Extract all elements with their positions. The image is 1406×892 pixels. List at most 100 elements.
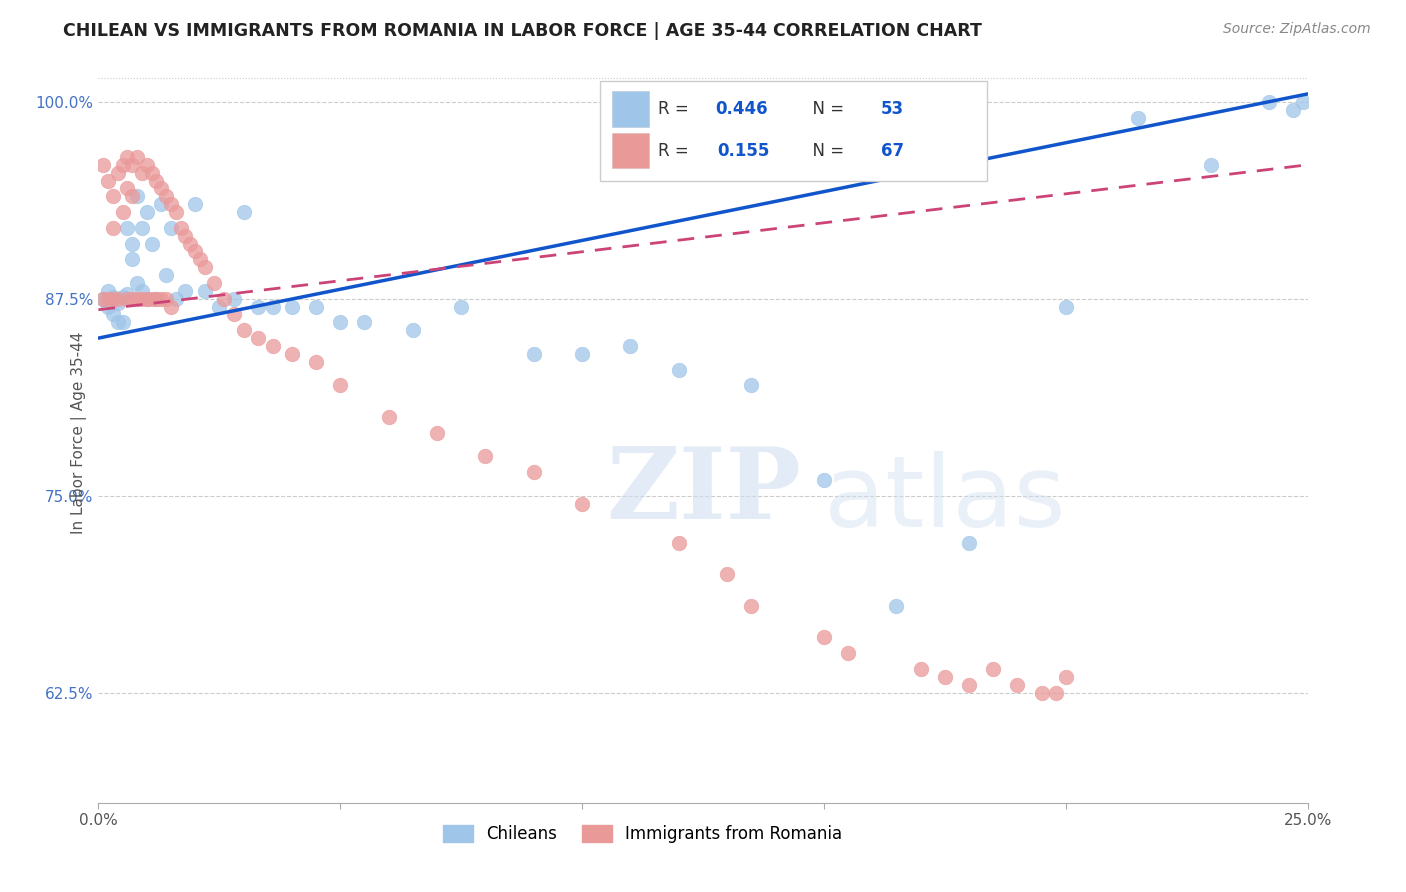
Point [957,536,980,550]
Point [188,252,211,267]
Point [1292,95,1315,109]
Point [305,355,328,369]
Point [91,292,114,306]
Text: 0.446: 0.446 [716,100,768,118]
Point [450,300,472,314]
Point [160,197,183,211]
Point [668,536,690,550]
Point [150,292,173,306]
Point [222,308,245,322]
Point [141,166,163,180]
Point [813,631,835,645]
Point [174,284,197,298]
Point [1282,103,1305,117]
Point [135,205,157,219]
Point [165,292,187,306]
Point [1054,670,1077,684]
Point [571,496,593,510]
Point [740,378,762,392]
Point [135,158,157,172]
Point [97,292,120,306]
Point [523,347,546,361]
Point [523,465,546,479]
Point [194,284,217,298]
Point [145,292,167,306]
Text: N =: N = [803,100,849,118]
Text: 67: 67 [880,143,904,161]
Text: N =: N = [803,143,849,161]
Bar [613,133,648,169]
Point [165,205,187,219]
Point [353,315,375,329]
Point [145,292,167,306]
Point [281,347,304,361]
Text: CHILEAN VS IMMIGRANTS FROM ROMANIA IN LABOR FORCE | AGE 35-44 CORRELATION CHART: CHILEAN VS IMMIGRANTS FROM ROMANIA IN LA… [63,22,983,40]
Point [619,339,641,353]
Text: ZIP: ZIP [606,443,801,541]
Point [117,220,139,235]
Point [101,189,124,203]
Point [135,292,157,306]
Point [145,173,167,187]
Text: R =: R = [658,143,700,161]
Point [668,362,690,376]
Point [160,300,183,314]
Point [222,292,245,306]
Point [91,158,114,172]
Text: R =: R = [658,100,695,118]
Point [1257,95,1279,109]
Point [184,197,207,211]
Point [155,292,177,306]
Point [117,292,139,306]
Point [101,292,124,306]
Point [117,150,139,164]
Text: 0.155: 0.155 [717,143,770,161]
Point [174,228,197,243]
Point [179,236,201,251]
Point [111,315,134,329]
Point [101,220,124,235]
Point [934,670,956,684]
Point [150,181,173,195]
Point [127,276,149,290]
Point [232,323,254,337]
Point [204,276,226,290]
Point [155,268,177,282]
Point [107,315,129,329]
Point [121,252,143,267]
Point [247,300,270,314]
Point [837,646,859,660]
Point [377,409,399,424]
Point [111,158,134,172]
Point [97,300,120,314]
Point [111,205,134,219]
Text: 53: 53 [880,100,904,118]
Point [121,158,143,172]
Y-axis label: In Labor Force | Age 35-44: In Labor Force | Age 35-44 [72,332,87,533]
Point [121,236,143,251]
Point [262,339,284,353]
Point [127,150,149,164]
Point [571,347,593,361]
Point [111,290,134,304]
Point [305,300,328,314]
Point [131,166,153,180]
Point [208,300,231,314]
Point [101,290,124,304]
Point [169,220,191,235]
Point [107,296,129,310]
Point [135,292,157,306]
Point [1031,685,1053,699]
Point [131,220,153,235]
Point [262,300,284,314]
Text: atlas: atlas [824,450,1066,548]
Point [107,166,129,180]
Point [101,308,124,322]
Point [329,315,352,329]
Point [716,567,738,582]
Point [127,189,149,203]
Point [131,284,153,298]
Point [127,292,149,306]
Point [426,425,449,440]
Point [150,197,173,211]
